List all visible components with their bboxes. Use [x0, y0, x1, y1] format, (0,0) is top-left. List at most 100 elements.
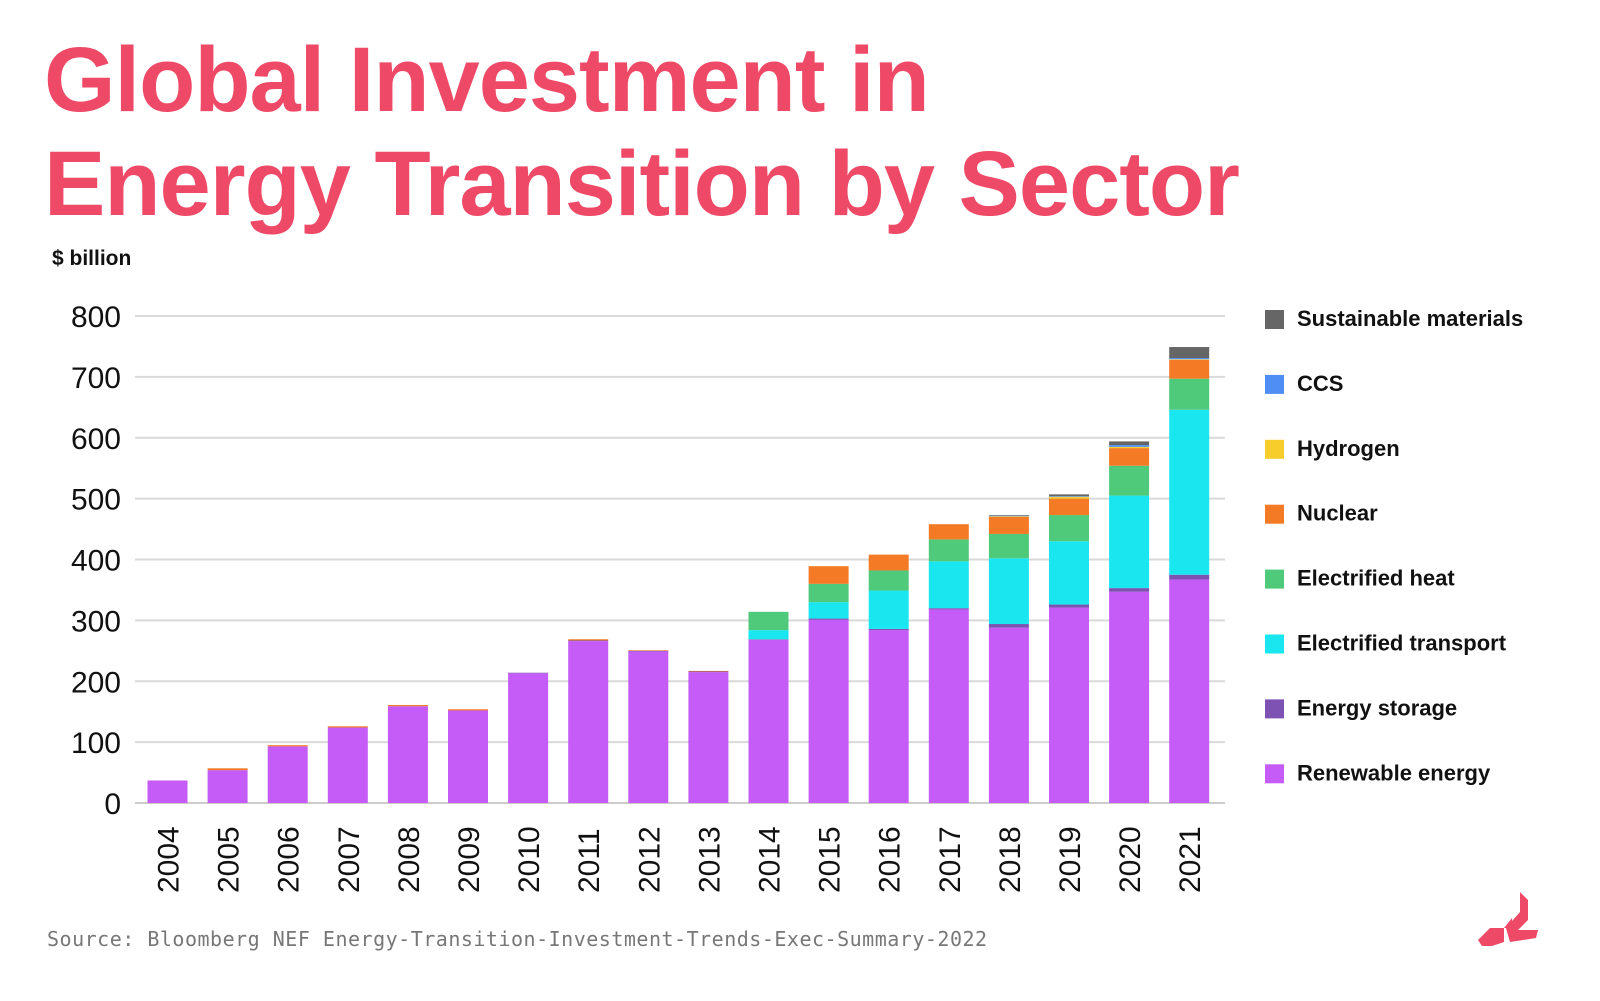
x-tick-label-2005: 2005: [213, 826, 246, 893]
x-tick-label-2007: 2007: [333, 826, 366, 893]
bar-2019-hydrogen: [1049, 496, 1089, 499]
y-tick-label-400: 400: [71, 545, 121, 578]
bar-2020-energy-storage: [1109, 588, 1150, 592]
bar-2009-nuclear: [448, 709, 488, 711]
legend-label-hydrogen: Hydrogen: [1297, 436, 1400, 461]
x-tick-label-2011: 2011: [573, 828, 606, 893]
legend-label-electrified-heat: Electrified heat: [1297, 566, 1455, 591]
x-tick-label-2008: 2008: [393, 826, 426, 893]
bar-2021-nuclear: [1169, 359, 1210, 379]
legend-label-energy-storage: Energy storage: [1297, 695, 1457, 720]
bar-2015-nuclear: [808, 566, 849, 584]
bar-2021-electrified-transport: [1169, 409, 1210, 575]
legend-swatch-energy-storage: [1265, 699, 1284, 719]
bar-2012-energy-storage: [628, 650, 669, 652]
bar-2019-sustainable-materials: [1049, 494, 1089, 497]
bar-2021-electrified-heat: [1169, 378, 1210, 410]
x-tick-label-2020: 2020: [1114, 826, 1147, 893]
bar-2020-electrified-heat: [1109, 465, 1150, 496]
legend-swatch-sustainable-materials: [1265, 310, 1284, 329]
bar-2010-energy-storage: [508, 672, 549, 674]
bar-2012-renewable-energy: [628, 651, 669, 803]
y-tick-label-700: 700: [71, 362, 121, 395]
legend-label-electrified-transport: Electrified transport: [1297, 631, 1507, 656]
legend-label-sustainable-materials: Sustainable materials: [1297, 306, 1523, 331]
bar-2017-nuclear: [928, 524, 969, 540]
x-tick-label-2019: 2019: [1054, 826, 1087, 893]
bar-2007-nuclear: [327, 726, 368, 728]
bar-2017-renewable-energy: [928, 609, 969, 803]
bar-2008-renewable-energy: [387, 706, 428, 803]
y-tick-label-0: 0: [104, 788, 121, 821]
legend-swatch-renewable-energy: [1265, 764, 1284, 784]
x-tick-label-2014: 2014: [754, 826, 787, 893]
bar-2018-ccs: [988, 515, 1029, 517]
legend-swatch-electrified-heat: [1265, 569, 1284, 589]
y-tick-label-600: 600: [71, 423, 121, 456]
bar-2016-electrified-transport: [868, 590, 909, 629]
source-note: Source: Bloomberg NEF Energy-Transition-…: [47, 927, 988, 951]
bar-2018-energy-storage: [988, 624, 1029, 628]
bar-2014-electrified-heat: [748, 611, 789, 631]
y-tick-label-500: 500: [71, 484, 121, 517]
bar-2020-renewable-energy: [1109, 591, 1150, 803]
bar-2012-nuclear: [628, 650, 669, 651]
x-tick-label-2017: 2017: [934, 826, 967, 893]
legend-swatch-electrified-transport: [1265, 634, 1284, 654]
bar-2009-renewable-energy: [448, 710, 488, 803]
x-tick-label-2010: 2010: [513, 826, 546, 893]
bar-2020-hydrogen: [1109, 446, 1150, 449]
legend-label-ccs: CCS: [1297, 371, 1343, 396]
y-tick-label-200: 200: [71, 666, 121, 699]
bar-2018-electrified-heat: [988, 533, 1029, 559]
bar-2015-electrified-heat: [808, 583, 849, 603]
bar-2013-renewable-energy: [688, 672, 729, 803]
bar-2016-energy-storage: [868, 628, 909, 631]
bar-2019-energy-storage: [1049, 604, 1089, 608]
bar-2021-hydrogen: [1169, 359, 1210, 360]
bar-2018-electrified-transport: [988, 558, 1029, 625]
bar-2020-nuclear: [1109, 448, 1150, 466]
bar-2013-energy-storage: [688, 671, 729, 673]
bar-2020-ccs: [1109, 445, 1150, 447]
y-tick-label-800: 800: [71, 301, 121, 334]
bar-2015-energy-storage: [808, 618, 849, 620]
bar-2019-ccs: [1049, 496, 1089, 497]
y-tick-label-100: 100: [71, 727, 121, 760]
bar-2019-nuclear: [1049, 498, 1089, 516]
bar-2011-energy-storage: [568, 640, 609, 642]
bar-2007-renewable-energy: [327, 727, 368, 803]
x-tick-label-2016: 2016: [874, 826, 907, 893]
legend-label-nuclear: Nuclear: [1297, 501, 1378, 526]
bar-2014-electrified-transport: [748, 630, 789, 640]
bar-2019-electrified-transport: [1049, 541, 1089, 605]
bar-2018-hydrogen: [988, 516, 1029, 517]
bar-2005-nuclear: [207, 768, 248, 771]
legend-swatch-ccs: [1265, 374, 1284, 394]
bar-2020-sustainable-materials: [1109, 441, 1150, 446]
bar-2016-renewable-energy: [868, 630, 909, 803]
bar-2018-sustainable-materials: [988, 515, 1029, 516]
bar-2020-electrified-transport: [1109, 495, 1150, 589]
bar-2011-renewable-energy: [568, 641, 609, 803]
bar-2015-renewable-energy: [808, 619, 849, 803]
bar-2021-ccs: [1169, 358, 1210, 360]
legend-swatch-nuclear: [1265, 504, 1284, 524]
bar-2005-renewable-energy: [207, 770, 248, 803]
legend-label-renewable-energy: Renewable energy: [1297, 760, 1491, 785]
bar-2021-renewable-energy: [1169, 579, 1210, 803]
x-tick-label-2021: 2021: [1174, 826, 1207, 893]
x-tick-label-2009: 2009: [453, 826, 486, 893]
chart-title-line2: Energy Transition by Sector: [44, 133, 1240, 235]
bar-2004-renewable-energy: [147, 780, 188, 803]
bar-2010-renewable-energy: [508, 673, 549, 803]
bar-2016-electrified-heat: [868, 570, 909, 591]
bar-2008-nuclear: [387, 704, 428, 707]
bar-2014-energy-storage: [748, 639, 789, 640]
bar-2017-electrified-transport: [928, 561, 969, 609]
chart-title: Global Investment in Energy Transition b…: [44, 28, 1364, 236]
bar-2019-electrified-heat: [1049, 515, 1089, 542]
bar-2017-energy-storage: [928, 608, 969, 610]
chart-title-line1: Global Investment in: [44, 29, 930, 131]
